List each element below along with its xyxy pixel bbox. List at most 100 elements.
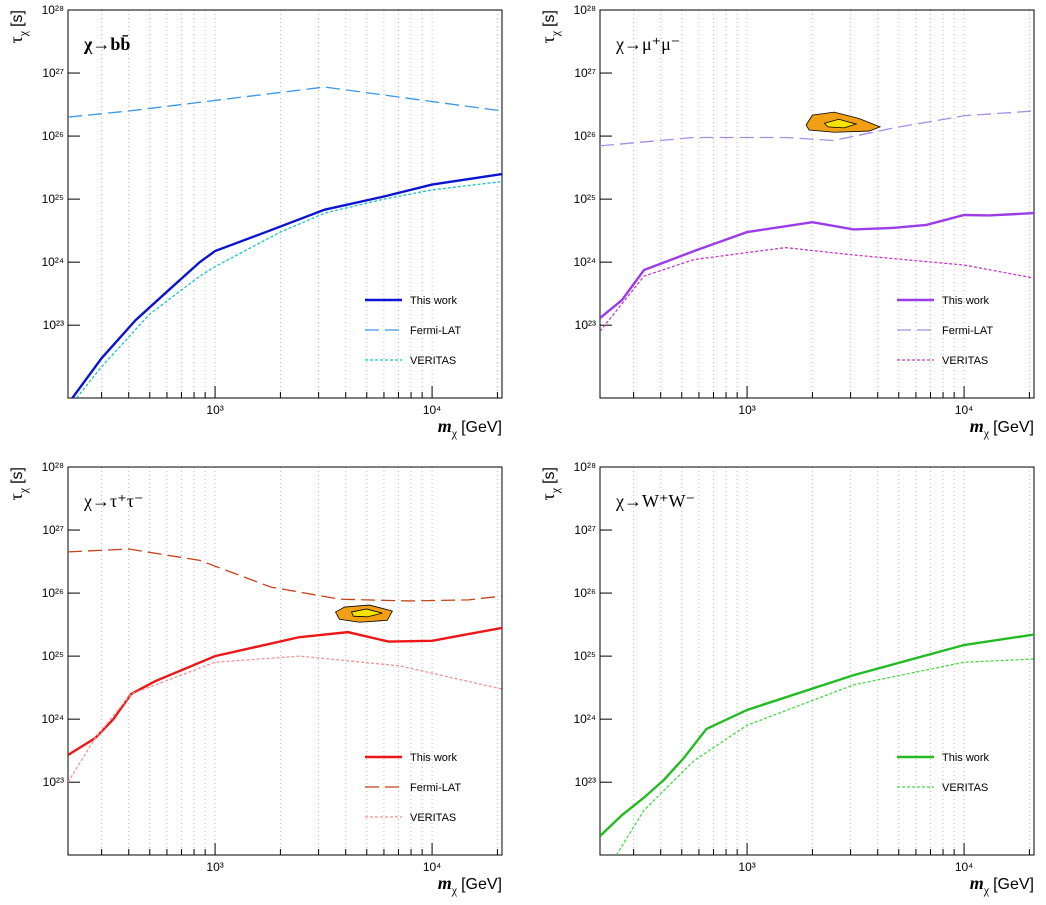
panel-title: χ→μ⁺μ⁻: [615, 34, 680, 54]
y-axis-sub: χ: [548, 30, 562, 37]
x-tick-label: 10³: [738, 860, 755, 874]
x-axis-sub: χ: [451, 883, 458, 897]
y-tick-label: 10²⁵: [574, 192, 596, 206]
x-tick-label: 10⁴: [423, 860, 442, 874]
plot-frame: [67, 466, 503, 856]
y-axis-symbol: τ: [538, 36, 558, 43]
x-tick-label: 10³: [206, 403, 223, 417]
y-axis-unit: [s]: [541, 10, 558, 27]
y-tick-label: 10²⁵: [42, 649, 64, 663]
x-axis-symbol: m: [970, 416, 984, 436]
y-axis-sub: χ: [16, 30, 30, 37]
series-line: [615, 658, 1034, 855]
plot-content: [68, 548, 502, 783]
x-axis-unit: [GeV]: [993, 419, 1034, 436]
panel-title: χ→W⁺W⁻: [615, 491, 695, 511]
x-tick-label: 10³: [206, 860, 223, 874]
plot-frame: [67, 9, 503, 399]
y-tick-label: 10²⁶: [42, 586, 64, 600]
y-axis-unit: [s]: [541, 467, 558, 484]
legend-label: Fermi-LAT: [942, 325, 993, 337]
legend-label: Fermi-LAT: [410, 782, 461, 794]
x-axis-label: mχ [GeV]: [970, 873, 1034, 897]
legend-label: This work: [942, 752, 990, 764]
x-tick-label: 10⁴: [423, 403, 442, 417]
legend-label: VERITAS: [942, 355, 988, 367]
series-line: [68, 548, 502, 602]
y-tick-label: 10²⁷: [42, 523, 64, 537]
panel-title: χ→τ⁺τ⁻: [83, 491, 143, 511]
x-axis-label: mχ [GeV]: [438, 873, 502, 897]
y-tick-label: 10²⁶: [574, 129, 596, 143]
y-axis-symbol: τ: [6, 493, 26, 500]
y-tick-label: 10²⁶: [42, 129, 64, 143]
series-line: [68, 626, 502, 757]
legend-label: This work: [410, 295, 458, 307]
y-axis-sub: χ: [548, 487, 562, 494]
x-axis-sub: χ: [983, 883, 990, 897]
x-tick-label: 10⁴: [955, 860, 974, 874]
legend-label: This work: [410, 752, 458, 764]
plot-content: [600, 110, 1034, 332]
y-tick-label: 10²⁶: [574, 586, 596, 600]
contour-region: [350, 608, 383, 618]
y-axis-label: τχ [s]: [6, 10, 30, 43]
series-line: [71, 172, 502, 398]
x-axis-symbol: m: [438, 873, 452, 893]
legend-label: VERITAS: [410, 812, 456, 824]
plot-frame: [599, 9, 1035, 399]
y-axis-label: τχ [s]: [6, 467, 30, 500]
y-axis-symbol: τ: [538, 493, 558, 500]
y-tick-label: 10²⁷: [574, 66, 596, 80]
x-axis-label: mχ [GeV]: [970, 416, 1034, 440]
x-axis-sub: χ: [451, 426, 458, 440]
x-axis-unit: [GeV]: [461, 419, 502, 436]
plot-frame: [599, 466, 1035, 856]
series-line: [68, 655, 502, 783]
y-axis-unit: [s]: [9, 467, 26, 484]
y-tick-label: 10²⁵: [574, 649, 596, 663]
x-tick-label: 10³: [738, 403, 755, 417]
panel-title: χ→bb̄: [83, 33, 130, 54]
plot-content: [68, 86, 502, 398]
contour-region: [823, 118, 858, 129]
series-line: [600, 110, 1034, 147]
y-tick-label: 10²⁷: [42, 66, 64, 80]
legend-label: This work: [942, 295, 990, 307]
y-tick-label: 10²⁷: [574, 523, 596, 537]
series-line: [600, 246, 1034, 332]
y-tick-label: 10²³: [43, 775, 64, 789]
y-axis-label: τχ [s]: [538, 467, 562, 500]
legend-label: VERITAS: [410, 355, 456, 367]
y-tick-label: 10²⁸: [574, 460, 596, 474]
series-line: [600, 211, 1034, 319]
y-tick-label: 10²⁴: [42, 255, 65, 269]
x-axis-sub: χ: [983, 426, 990, 440]
y-tick-label: 10²⁴: [42, 712, 65, 726]
y-tick-label: 10²⁴: [574, 255, 597, 269]
y-axis-label: τχ [s]: [538, 10, 562, 43]
y-tick-label: 10²³: [575, 318, 596, 332]
series-line: [76, 180, 502, 398]
legend-label: Fermi-LAT: [410, 325, 461, 337]
x-axis-symbol: m: [438, 416, 452, 436]
y-axis-unit: [s]: [9, 10, 26, 27]
y-tick-label: 10²⁴: [574, 712, 597, 726]
x-axis-unit: [GeV]: [461, 876, 502, 893]
y-axis-sub: χ: [16, 487, 30, 494]
y-tick-label: 10²⁸: [42, 3, 64, 17]
y-tick-label: 10²³: [43, 318, 64, 332]
legend-label: VERITAS: [942, 782, 988, 794]
series-line: [600, 633, 1034, 837]
y-axis-symbol: τ: [6, 36, 26, 43]
y-tick-label: 10²⁵: [42, 192, 64, 206]
x-axis-label: mχ [GeV]: [438, 416, 502, 440]
plot-content: [600, 633, 1034, 855]
x-axis-symbol: m: [970, 873, 984, 893]
series-line: [68, 86, 502, 118]
